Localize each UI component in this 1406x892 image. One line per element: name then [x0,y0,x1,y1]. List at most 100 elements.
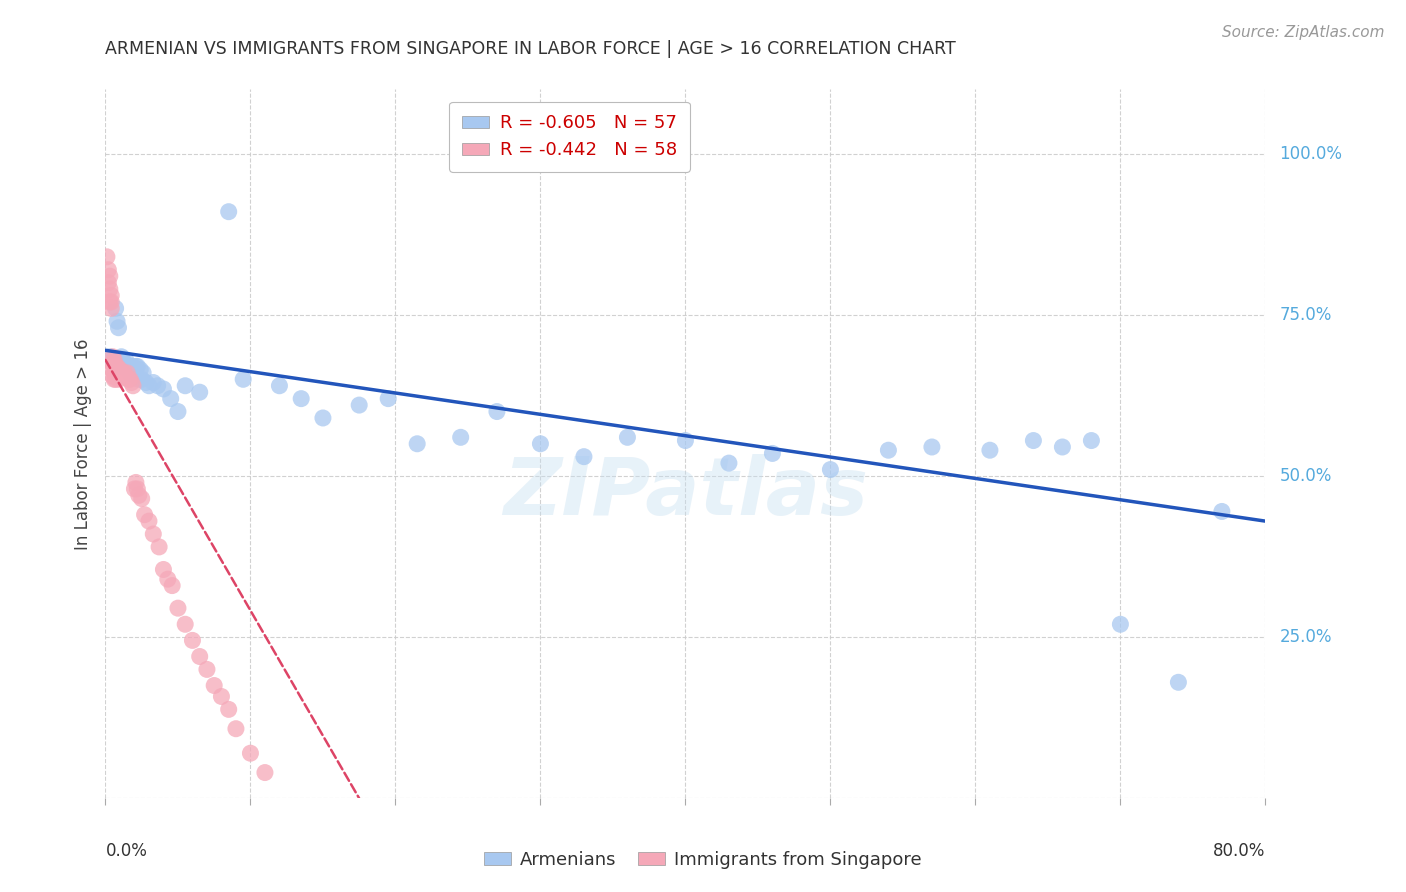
Text: 75.0%: 75.0% [1279,306,1331,324]
Point [148,540,170,554]
Point [218,204,240,219]
Point [108,359,131,374]
Point [107,362,129,376]
Text: ARMENIAN VS IMMIGRANTS FROM SINGAPORE IN LABOR FORCE | AGE > 16 CORRELATION CHAR: ARMENIAN VS IMMIGRANTS FROM SINGAPORE IN… [105,40,956,58]
Legend: Armenians, Immigrants from Singapore: Armenians, Immigrants from Singapore [477,844,929,876]
Point [134,508,156,522]
Point [127,482,149,496]
Point [529,436,551,450]
Point [218,702,240,716]
Point [138,514,160,528]
Point [156,572,179,586]
Y-axis label: In Labor Force | Age > 16: In Labor Force | Age > 16 [75,338,93,549]
Point [107,320,129,334]
Point [572,450,595,464]
Point [98,350,121,364]
Point [111,353,134,368]
Point [128,488,150,502]
Point [211,690,233,704]
Point [188,385,211,400]
Point [921,440,943,454]
Text: Source: ZipAtlas.com: Source: ZipAtlas.com [1222,25,1385,40]
Point [167,601,190,615]
Point [675,434,697,448]
Point [98,282,121,296]
Point [312,411,335,425]
Point [98,269,121,284]
Point [105,359,128,374]
Point [101,353,124,368]
Point [105,369,128,384]
Point [108,362,131,376]
Point [160,578,183,592]
Point [253,765,276,780]
Point [269,378,291,392]
Point [100,288,122,302]
Point [225,722,247,736]
Point [1109,617,1132,632]
Point [120,372,142,386]
Point [152,562,174,576]
Point [616,430,638,444]
Point [132,366,155,380]
Point [115,366,138,380]
Text: ZIPatlas: ZIPatlas [503,454,868,533]
Point [110,366,132,380]
Point [174,378,197,392]
Text: 0.0%: 0.0% [105,842,148,860]
Point [96,250,118,264]
Point [122,378,145,392]
Point [450,430,472,444]
Point [114,369,136,384]
Text: 100.0%: 100.0% [1279,145,1343,162]
Text: 50.0%: 50.0% [1279,467,1331,485]
Point [290,392,312,406]
Point [135,376,157,390]
Point [114,353,136,368]
Point [124,482,146,496]
Point [717,456,740,470]
Point [121,359,143,374]
Point [485,404,508,418]
Point [1022,434,1045,448]
Point [100,294,122,309]
Point [129,362,152,376]
Point [188,649,211,664]
Point [101,369,124,384]
Point [101,362,124,376]
Point [122,359,145,374]
Point [111,366,134,380]
Point [347,398,370,412]
Point [761,446,783,460]
Point [820,462,842,476]
Point [97,276,120,290]
Point [1167,675,1189,690]
Point [1211,504,1233,518]
Point [125,359,148,374]
Point [101,350,124,364]
Point [103,372,125,386]
Point [152,382,174,396]
Point [101,356,124,370]
Point [118,359,141,374]
Point [1052,440,1074,454]
Point [118,372,141,386]
Point [159,392,181,406]
Point [1080,434,1102,448]
Point [112,359,135,374]
Point [138,378,160,392]
Point [877,443,900,458]
Text: 80.0%: 80.0% [1213,842,1265,860]
Point [124,362,146,376]
Point [979,443,1001,458]
Text: 25.0%: 25.0% [1279,628,1331,646]
Point [127,359,149,374]
Point [112,366,135,380]
Point [131,491,153,506]
Point [146,378,169,392]
Point [121,376,143,390]
Point [125,475,148,490]
Point [107,372,129,386]
Point [377,392,399,406]
Point [108,366,131,380]
